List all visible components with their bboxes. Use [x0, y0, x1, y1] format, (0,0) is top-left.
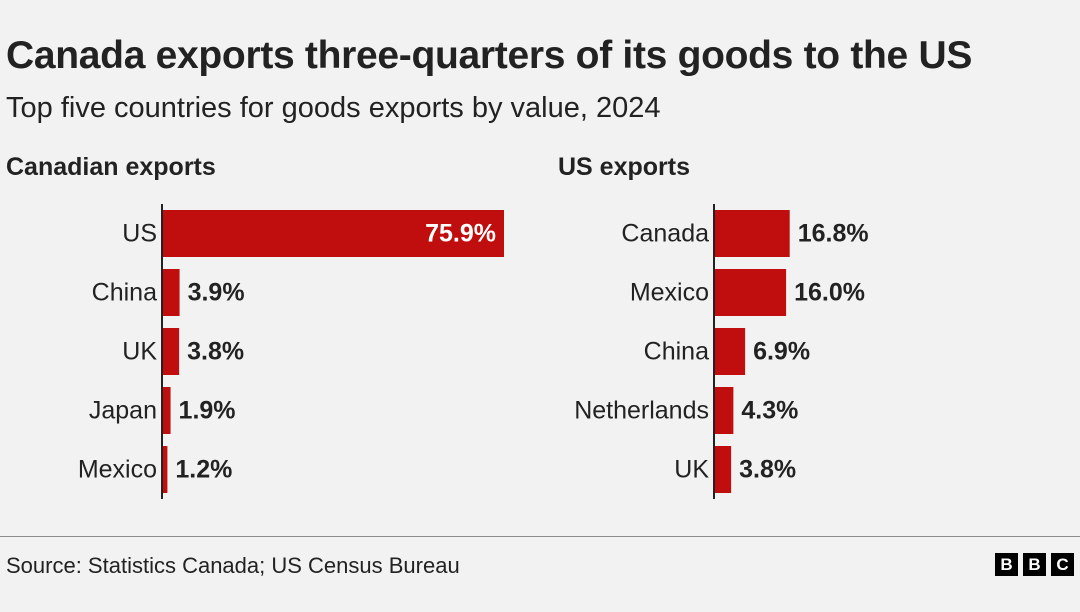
- canadian-bar-china: [162, 269, 180, 316]
- us-value-label: 16.8%: [798, 220, 869, 248]
- us-value-label: 4.3%: [741, 397, 798, 425]
- bbc-logo: B B C: [995, 553, 1074, 576]
- canadian-category-label: US: [122, 220, 157, 248]
- canadian-value-label: 75.9%: [425, 220, 496, 248]
- export-bar-charts: US 75.9% China 3.9% UK 3.8% Japan 1.9% Mexico 1.2…: [78, 204, 869, 499]
- us-exports-chart: Canada 16.8% Mexico 16.0% China 6.9% Netherlan…: [574, 204, 869, 499]
- canadian-bar-uk: [162, 328, 180, 375]
- us-bar-netherlands: [714, 387, 734, 434]
- canadian-bar-us: [162, 210, 504, 257]
- bbc-logo-letter-b2: B: [1023, 553, 1046, 576]
- us-category-label: Mexico: [630, 279, 709, 307]
- us-category-label: Canada: [621, 220, 709, 248]
- us-category-label: China: [644, 338, 709, 366]
- footer-divider: [0, 536, 1080, 537]
- canadian-exports-chart: US 75.9% China 3.9% UK 3.8% Japan 1.9% Mexico 1.2…: [78, 204, 504, 499]
- us-bar-uk: [714, 446, 732, 493]
- canadian-bar-japan: [162, 387, 171, 434]
- canadian-category-label: Mexico: [78, 456, 157, 484]
- canadian-value-label: 1.9%: [179, 397, 236, 425]
- canadian-category-label: China: [92, 279, 157, 307]
- chart-subtitle: Top five countries for goods exports by …: [6, 92, 661, 124]
- us-bar-china: [714, 328, 746, 375]
- bbc-logo-letter-c: C: [1051, 553, 1074, 576]
- canadian-value-label: 3.8%: [187, 338, 244, 366]
- canadian-bar-mexico: [162, 446, 168, 493]
- source-note: Source: Statistics Canada; US Census Bur…: [6, 553, 460, 578]
- us-category-label: UK: [674, 456, 709, 484]
- chart-title: Canada exports three-quarters of its goo…: [6, 34, 973, 77]
- us-bar-canada: [714, 210, 790, 257]
- us-category-label: Netherlands: [574, 397, 709, 425]
- canadian-value-label: 3.9%: [188, 279, 245, 307]
- us-exports-title: US exports: [558, 153, 690, 181]
- us-value-label: 16.0%: [794, 279, 865, 307]
- canadian-category-label: Japan: [89, 397, 157, 425]
- canadian-value-label: 1.2%: [175, 456, 232, 484]
- us-value-label: 6.9%: [753, 338, 810, 366]
- us-value-label: 3.8%: [739, 456, 796, 484]
- canadian-category-label: UK: [122, 338, 157, 366]
- us-bar-mexico: [714, 269, 787, 316]
- canadian-exports-title: Canadian exports: [6, 153, 216, 181]
- bbc-logo-letter-b1: B: [995, 553, 1018, 576]
